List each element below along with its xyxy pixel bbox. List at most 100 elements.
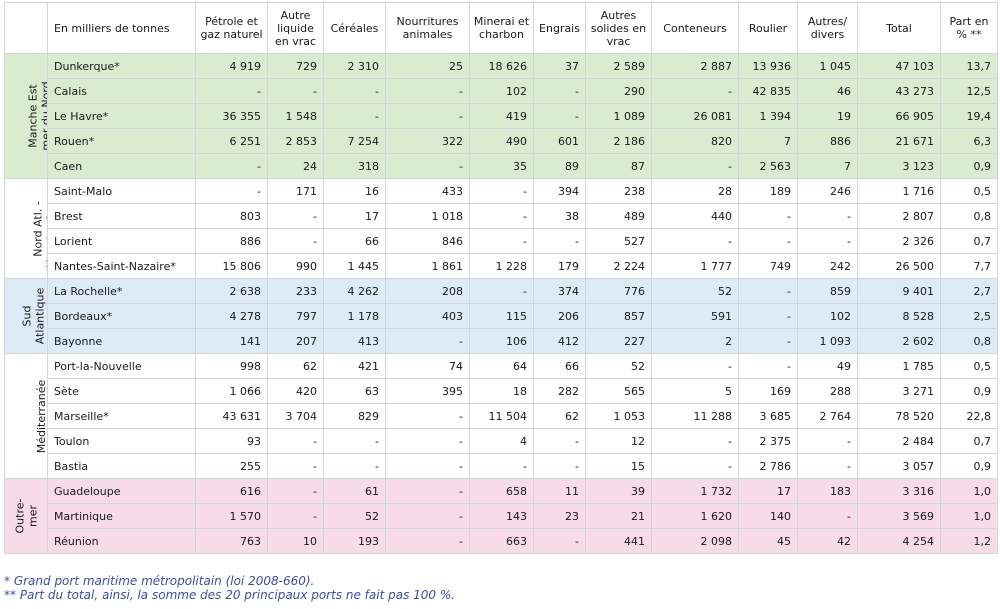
total-cell: 3 569 xyxy=(857,503,941,529)
conteneurs-cell: 2 887 xyxy=(651,53,739,79)
engrais-cell: - xyxy=(533,228,586,254)
autres-solides-cell: 565 xyxy=(585,378,652,404)
autres-solides-cell: 1 089 xyxy=(585,103,652,129)
table-row: Bastia 255- - - - -15-2 786-3 057 0,9 xyxy=(5,453,998,479)
region-cell: Manche Est mer du Nord xyxy=(4,53,48,179)
minerai-cell: 11 504 xyxy=(469,403,534,429)
cereales-cell: 66 xyxy=(323,228,386,254)
region-label: Sud Atlantique xyxy=(20,287,47,345)
nourritures-cell: 1 018 xyxy=(385,203,470,229)
header-minerai: Minerai et charbon xyxy=(469,2,534,54)
nourritures-cell: 322 xyxy=(385,128,470,154)
engrais-cell: 412 xyxy=(533,328,586,354)
autres-divers-cell: 2 764 xyxy=(797,403,858,429)
roulier-cell: 3 685 xyxy=(738,403,798,429)
autre-liquide-cell: 3 704 xyxy=(267,403,324,429)
autres-divers-cell: - xyxy=(797,203,858,229)
table-row: Lorient 886-66 846- -527- - -2 326 0,7 xyxy=(5,228,998,254)
part-cell: 6,3 xyxy=(940,128,998,154)
roulier-cell: 2 563 xyxy=(738,153,798,179)
petrole-cell: 803 xyxy=(195,203,268,229)
minerai-cell: 64 xyxy=(469,353,534,379)
roulier-cell: 17 xyxy=(738,478,798,504)
table-row: Martinique 1 570-52-143 23 21 1 620 140-3 569… xyxy=(5,503,998,529)
cereales-cell: - xyxy=(323,78,386,104)
roulier-cell: 2 375 xyxy=(738,428,798,454)
petrole-cell: 36 355 xyxy=(195,103,268,129)
autre-liquide-cell: 797 xyxy=(267,303,324,329)
cereales-cell: 61 xyxy=(323,478,386,504)
roulier-cell: 7 xyxy=(738,128,798,154)
part-cell: 0,7 xyxy=(940,228,998,254)
autre-liquide-cell: 2 853 xyxy=(267,128,324,154)
autre-liquide-cell: 990 xyxy=(267,253,324,279)
conteneurs-cell: 1 777 xyxy=(651,253,739,279)
autres-divers-cell: - xyxy=(797,503,858,529)
autres-divers-cell: 859 xyxy=(797,278,858,304)
petrole-cell: - xyxy=(195,78,268,104)
autres-solides-cell: 21 xyxy=(585,503,652,529)
autres-solides-cell: 441 xyxy=(585,528,652,554)
nourritures-cell: 74 xyxy=(385,353,470,379)
table-row: Nord Atl. - Manche Ouest Saint-Malo -171 16 4… xyxy=(4,178,998,279)
engrais-cell: 38 xyxy=(533,203,586,229)
cereales-cell: 63 xyxy=(323,378,386,404)
total-cell: 2 326 xyxy=(857,228,941,254)
total-cell: 47 103 xyxy=(857,53,941,79)
engrais-cell: - xyxy=(533,103,586,129)
engrais-cell: 37 xyxy=(533,53,586,79)
header-roulier: Roulier xyxy=(738,2,798,54)
engrais-cell: 62 xyxy=(533,403,586,429)
total-cell: 3 057 xyxy=(857,453,941,479)
conteneurs-cell: - xyxy=(651,228,739,254)
port-name-cell: Bordeaux* xyxy=(47,303,196,329)
total-cell: 21 671 xyxy=(857,128,941,154)
minerai-cell: 419 xyxy=(469,103,534,129)
conteneurs-cell: - xyxy=(651,353,739,379)
minerai-cell: - xyxy=(469,453,534,479)
table-row: Marseille* 43 631 3 704 829-11 504 62 1 053 11… xyxy=(5,403,998,429)
autres-divers-cell: 49 xyxy=(797,353,858,379)
petrole-cell: 886 xyxy=(195,228,268,254)
region-label: Méditerranée xyxy=(35,379,48,453)
cereales-cell: 193 xyxy=(323,528,386,554)
engrais-cell: - xyxy=(533,528,586,554)
roulier-cell: - xyxy=(738,228,798,254)
autres-divers-cell: 102 xyxy=(797,303,858,329)
engrais-cell: 601 xyxy=(533,128,586,154)
autres-divers-cell: 7 xyxy=(797,153,858,179)
region-label: Manche Est mer du Nord xyxy=(26,81,48,151)
nourritures-cell: - xyxy=(385,328,470,354)
conteneurs-cell: 1 620 xyxy=(651,503,739,529)
port-name-cell: Rouen* xyxy=(47,128,196,154)
table-row: Rouen* 6 251 2 853 7 254 322 490 601 2 186 820 7 8… xyxy=(5,128,998,154)
autres-divers-cell: 46 xyxy=(797,78,858,104)
part-cell: 0,7 xyxy=(940,428,998,454)
roulier-cell: 169 xyxy=(738,378,798,404)
nourritures-cell: 433 xyxy=(385,178,470,204)
roulier-cell: - xyxy=(738,328,798,354)
part-cell: 1,0 xyxy=(940,503,998,529)
minerai-cell: 663 xyxy=(469,528,534,554)
minerai-cell: 35 xyxy=(469,153,534,179)
autres-solides-cell: 15 xyxy=(585,453,652,479)
autres-solides-cell: 87 xyxy=(585,153,652,179)
header-total: Total xyxy=(857,2,941,54)
table-row: Bayonne 141 207 413-106 412 227 2-1 093 2 602 0,… xyxy=(5,328,998,354)
roulier-cell: - xyxy=(738,353,798,379)
roulier-cell: 140 xyxy=(738,503,798,529)
nourritures-cell: - xyxy=(385,478,470,504)
total-cell: 1 716 xyxy=(857,178,941,204)
conteneurs-cell: 5 xyxy=(651,378,739,404)
port-name-cell: Nantes-Saint-Nazaire* xyxy=(47,253,196,279)
table-row: Sud Atlantique La Rochelle* 2 638 233 4 262 20… xyxy=(4,278,998,354)
port-name-cell: Caen xyxy=(47,153,196,179)
part-cell: 2,5 xyxy=(940,303,998,329)
header-autre-liquide: Autre liquide en vrac xyxy=(267,2,324,54)
cereales-cell: 7 254 xyxy=(323,128,386,154)
port-name-cell: Calais xyxy=(47,78,196,104)
autres-divers-cell: 42 xyxy=(797,528,858,554)
autres-divers-cell: - xyxy=(797,453,858,479)
roulier-cell: - xyxy=(738,203,798,229)
header-region-cell xyxy=(4,2,48,54)
